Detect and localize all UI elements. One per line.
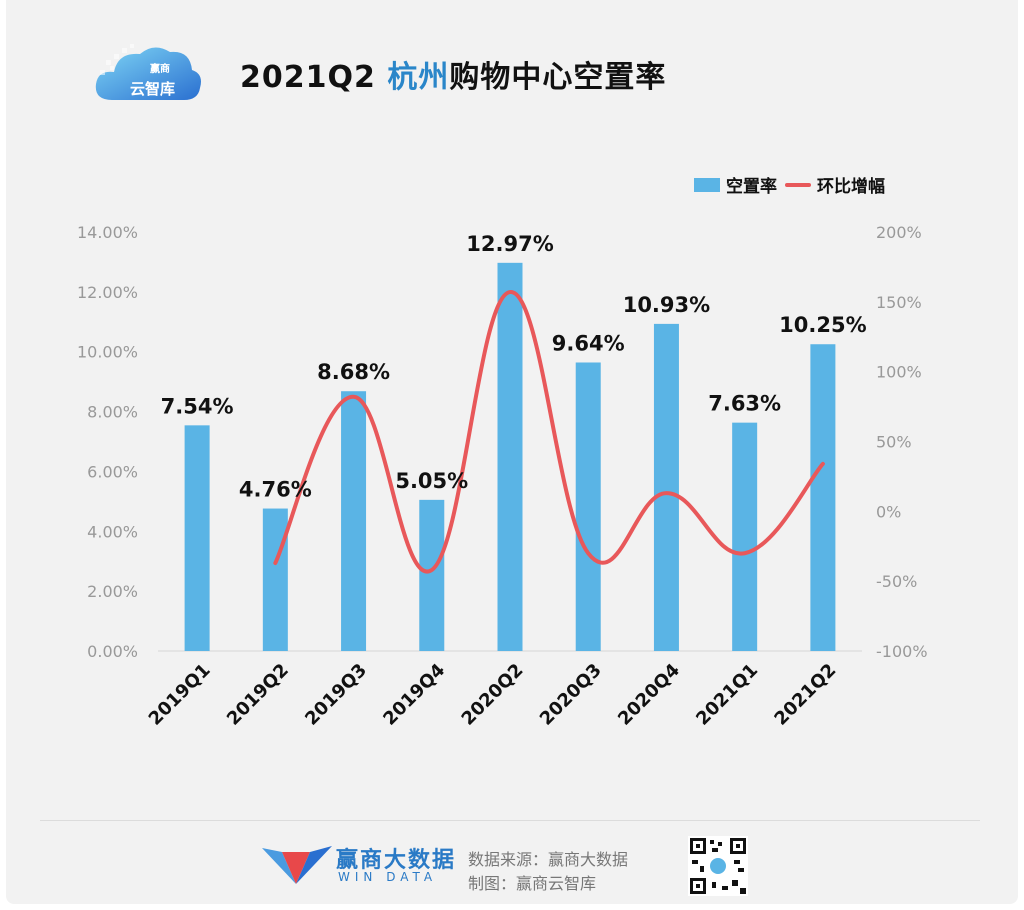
legend-bar-swatch [694, 177, 720, 192]
x-tick-label: 2021Q1 [692, 660, 762, 730]
footer-divider [40, 820, 980, 821]
x-tick-label: 2020Q4 [614, 660, 684, 730]
y-left-tick-label: 6.00% [87, 462, 138, 481]
logo-text-small: 赢商 [150, 64, 170, 75]
made-by: 制图：赢商云智库 [468, 874, 597, 893]
y-right-tick-label: -50% [876, 572, 917, 591]
title-suffix: 购物中心空置率 [449, 60, 667, 95]
legend-line-swatch [785, 182, 811, 187]
x-tick-label: 2021Q2 [770, 660, 840, 730]
data-label: 7.63% [708, 392, 781, 416]
y-left-tick-label: 10.00% [77, 343, 138, 362]
title-prefix: 2021Q2 [240, 60, 388, 95]
data-label: 9.64% [552, 331, 625, 355]
legend-line-label: 环比增幅 [817, 177, 885, 197]
y-left-tick-label: 4.00% [87, 522, 138, 541]
x-tick-label: 2020Q2 [458, 660, 528, 730]
y-left-tick-label: 12.00% [77, 283, 138, 302]
series-line [273, 290, 825, 574]
data-label: 10.25% [779, 313, 866, 337]
cloud-logo-icon [95, 44, 201, 100]
brand-name-en: WIN DATA [338, 870, 438, 884]
data-label: 7.54% [161, 394, 234, 418]
bar [262, 508, 288, 651]
title-highlight: 杭州 [387, 60, 450, 95]
y-right-tick-label: 0% [876, 502, 901, 521]
brand-name: 赢商大数据 [336, 848, 457, 873]
y-right-tick-label: 150% [876, 293, 922, 312]
legend-item-line: 环比增幅 [785, 172, 885, 197]
bar [653, 323, 679, 651]
data-label: 10.93% [623, 293, 710, 317]
y-right-tick-label: 100% [876, 363, 922, 382]
logo-text: 云智库 [130, 80, 176, 98]
bar [810, 344, 836, 651]
legend-bar-label: 空置率 [726, 177, 777, 197]
y-left-tick-label: 14.00% [77, 223, 138, 242]
y-right-tick-label: 50% [876, 433, 912, 452]
bar [497, 262, 523, 651]
x-tick-label: 2019Q1 [145, 660, 215, 730]
brand-logo-icon [262, 846, 332, 884]
y-left-tick-label: 8.00% [87, 403, 138, 422]
legend: 空置率 环比增幅 [694, 172, 885, 197]
x-tick-label: 2019Q3 [301, 660, 371, 730]
bar [732, 422, 758, 651]
data-label: 8.68% [317, 360, 390, 384]
x-tick-label: 2019Q4 [379, 660, 449, 730]
data-source: 数据来源：赢商大数据 [468, 850, 629, 869]
y-left-tick-label: 0.00% [87, 642, 138, 661]
chart-title: 2021Q2 杭州购物中心空置率 [240, 52, 666, 96]
x-tick-label: 2020Q3 [536, 660, 606, 730]
legend-item-bar: 空置率 [694, 172, 777, 197]
data-label: 12.97% [466, 232, 553, 256]
y-left-tick-label: 2.00% [87, 582, 138, 601]
y-right-tick-label: -100% [876, 642, 928, 661]
data-label: 5.05% [395, 469, 468, 493]
bar [184, 425, 210, 651]
bar [341, 391, 367, 651]
bar [575, 362, 601, 651]
y-right-tick-label: 200% [876, 223, 922, 242]
x-tick-label: 2019Q2 [223, 660, 293, 730]
bar [419, 499, 445, 651]
qr-code-icon [688, 836, 748, 896]
data-label: 4.76% [239, 478, 312, 502]
